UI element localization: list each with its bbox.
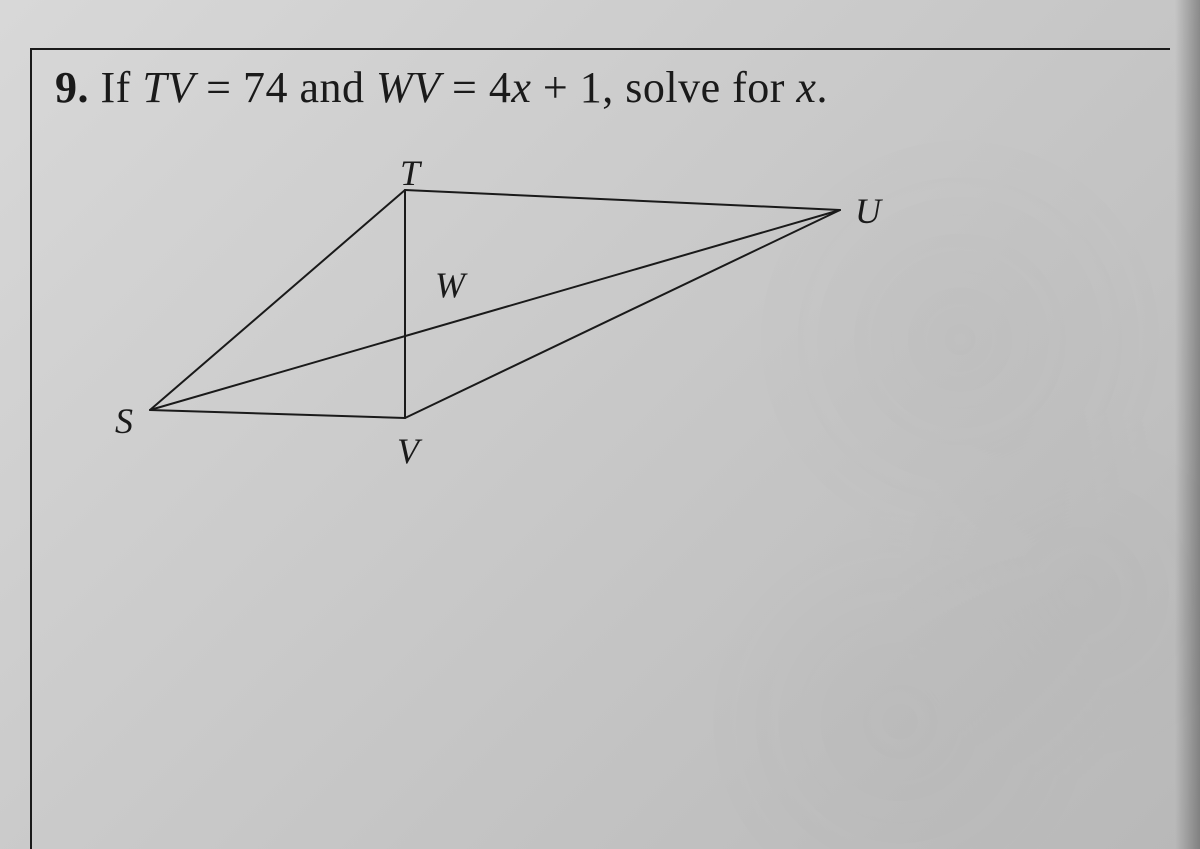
var-tv: TV (142, 63, 194, 112)
edge-SU (150, 210, 840, 410)
vertex-label-S: S (115, 400, 133, 442)
text-eq2: = 4 (441, 63, 512, 112)
vertex-label-T: T (400, 152, 420, 194)
var-x2: x (796, 63, 816, 112)
vertex-label-V: V (397, 430, 419, 472)
var-x1: x (511, 63, 531, 112)
problem-number: 9. (55, 63, 89, 112)
text-prefix: If (101, 63, 143, 112)
edge-VS (150, 410, 405, 418)
text-eq3: + 1, solve for (531, 63, 796, 112)
text-suffix: . (816, 63, 828, 112)
diagram-svg (120, 150, 920, 500)
geometry-diagram: TUVSW (120, 150, 920, 500)
vertex-label-W: W (435, 264, 465, 306)
var-wv: WV (376, 63, 441, 112)
edge-TU (405, 190, 840, 210)
text-eq1: = 74 and (195, 63, 376, 112)
problem-statement: 9. If TV = 74 and WV = 4x + 1, solve for… (55, 62, 828, 113)
vertex-label-U: U (855, 190, 881, 232)
edge-ST (150, 190, 405, 410)
screen-edge-shadow (1175, 0, 1200, 849)
edge-UV (405, 210, 840, 418)
